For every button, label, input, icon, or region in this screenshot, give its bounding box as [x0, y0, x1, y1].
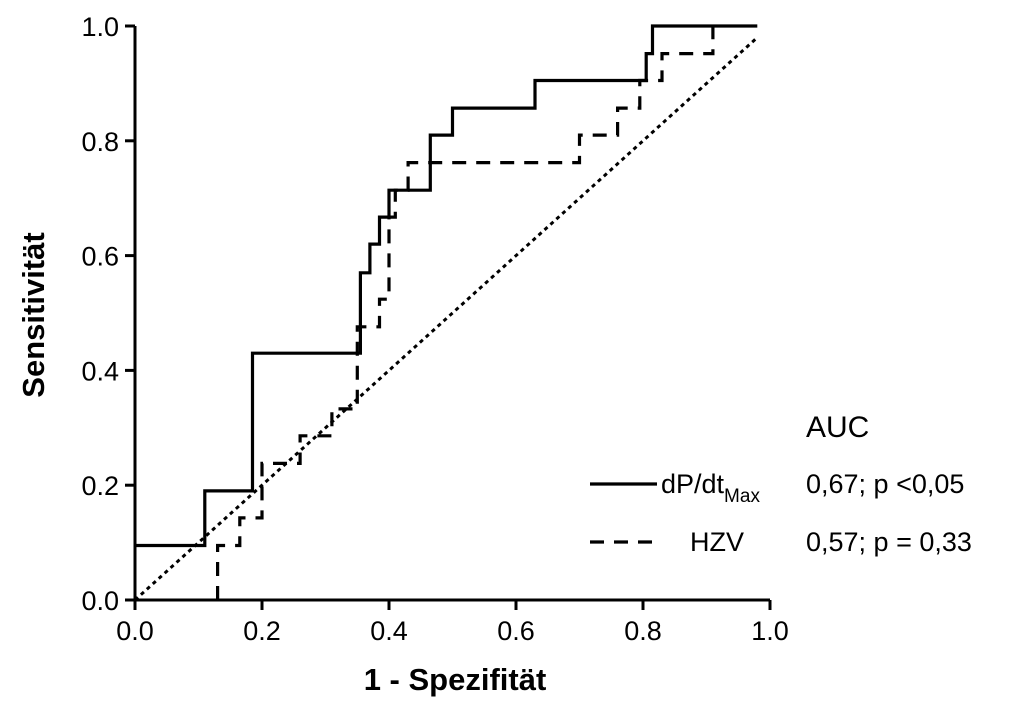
- x-tick-label: 0.8: [624, 616, 662, 646]
- legend-label-dpdt-sub: Max: [724, 486, 760, 507]
- x-tick-label: 0.2: [243, 616, 281, 646]
- x-tick-label: 0.4: [370, 616, 408, 646]
- legend-label-dpdt-main: dP/dt: [661, 469, 725, 499]
- ticks-layer: 0.0 0.2 0.4 0.6 0.8 1.0 0.0 0.2 0.4 0.6 0.8 1.0: [81, 12, 788, 646]
- x-axis-title: 1 - Spezifität: [364, 662, 547, 697]
- x-tick-label: 0.6: [497, 616, 535, 646]
- reference-diagonal: [133, 36, 759, 602]
- x-tick-label: 0.0: [116, 616, 154, 646]
- roc-line-hzv: [216, 26, 715, 600]
- y-tick-label: 0.2: [81, 471, 119, 501]
- legend-auc-dpdt: 0,67; p <0,05: [806, 469, 964, 499]
- legend-title: AUC: [806, 411, 869, 444]
- y-tick-label: 0.0: [81, 586, 119, 616]
- axes-layer: [133, 26, 770, 602]
- legend-label-hzv: HZV: [690, 527, 744, 557]
- x-tick-label: 1.0: [751, 616, 789, 646]
- legend-label-dpdt: dP/dtMax: [661, 469, 760, 507]
- y-tick-label: 1.0: [81, 12, 119, 42]
- y-tick-label: 0.6: [81, 242, 119, 272]
- legend-auc-hzv: 0,57; p = 0,33: [806, 527, 972, 557]
- roc-line-dpdt: [135, 24, 758, 548]
- y-tick-label: 0.8: [81, 127, 119, 157]
- y-axis-title: Sensitivität: [16, 232, 51, 397]
- y-tick-label: 0.4: [81, 356, 119, 386]
- legend: AUC dP/dtMax 0,67; p <0,05 HZV 0,57; p =…: [590, 411, 972, 557]
- series-layer: [133, 24, 759, 602]
